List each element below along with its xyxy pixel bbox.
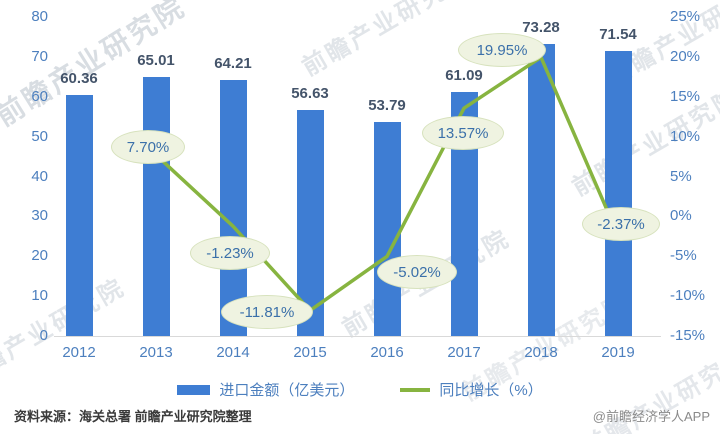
bar-value-label: 71.54 xyxy=(599,25,637,43)
right-axis-tick: 20% xyxy=(670,47,701,65)
bar-2013 xyxy=(142,76,170,336)
left-axis-tick: 30 xyxy=(31,207,48,225)
right-axis-tick: 0% xyxy=(670,207,692,225)
left-axis-tick: 10 xyxy=(31,287,48,305)
growth-point-label: 7.70% xyxy=(111,130,185,164)
bar-value-label: 60.36 xyxy=(60,70,98,88)
left-axis-tick: 50 xyxy=(31,127,48,145)
bar-value-label: 73.28 xyxy=(522,18,560,36)
right-axis-tick: -10% xyxy=(670,287,706,305)
line-series-swatch-icon xyxy=(400,387,431,392)
growth-point-label: -1.23% xyxy=(190,236,270,270)
bar-2018 xyxy=(527,43,555,336)
left-axis-tick: 40 xyxy=(31,167,48,185)
left-axis-tick: 0 xyxy=(39,327,48,344)
source-note: 资料来源：海关总署 前瞻产业研究院整理 xyxy=(14,409,252,424)
right-axis-tick: -15% xyxy=(670,327,706,344)
x-axis-label-2015: 2015 xyxy=(293,344,327,361)
x-axis-label-2019: 2019 xyxy=(601,344,635,361)
x-axis-label-2016: 2016 xyxy=(370,344,404,361)
bar-value-label: 65.01 xyxy=(137,51,175,69)
growth-point-label: 19.95% xyxy=(458,33,546,67)
legend-label-yoy-growth: 同比增长（%） xyxy=(439,382,543,399)
x-axis-label-2017: 2017 xyxy=(447,344,481,361)
legend: 进口金额（亿美元） 同比增长（%） xyxy=(0,379,720,400)
bar-2019 xyxy=(604,50,632,336)
right-axis-tick: 15% xyxy=(670,87,701,105)
credit-note: @前瞻经济学人APP xyxy=(592,409,710,424)
bar-series-swatch-icon xyxy=(177,384,211,395)
bar-value-label: 53.79 xyxy=(368,96,406,114)
growth-point-label: 13.57% xyxy=(422,116,504,150)
left-axis-tick: 20 xyxy=(31,247,48,265)
x-axis-label-2018: 2018 xyxy=(524,344,558,361)
x-axis-label-2012: 2012 xyxy=(62,344,96,361)
legend-label-import-amount: 进口金额（亿美元） xyxy=(219,382,355,399)
x-axis-label-2013: 2013 xyxy=(139,344,173,361)
right-axis-tick: 10% xyxy=(670,127,701,145)
growth-point-label: -5.02% xyxy=(377,255,457,289)
legend-item-yoy-growth: 同比增长（%） xyxy=(400,379,543,400)
bar-value-label: 64.21 xyxy=(214,54,252,72)
left-axis-tick: 60 xyxy=(31,87,48,105)
legend-item-import-amount: 进口金额（亿美元） xyxy=(177,379,354,400)
bar-value-label: 61.09 xyxy=(445,67,483,85)
right-axis-tick: -5% xyxy=(670,247,697,265)
bar-2016 xyxy=(373,121,401,336)
growth-point-label: -2.37% xyxy=(582,207,660,241)
bar-2012 xyxy=(65,95,93,336)
bar-value-label: 56.63 xyxy=(291,85,329,103)
x-axis-line xyxy=(54,336,661,337)
growth-point-label: -11.81% xyxy=(221,295,313,329)
left-axis-tick: 80 xyxy=(31,8,48,25)
right-axis-tick: 5% xyxy=(670,167,692,185)
left-axis-tick: 70 xyxy=(31,47,48,65)
right-axis-tick: 25% xyxy=(670,8,701,25)
x-axis-label-2014: 2014 xyxy=(216,344,250,361)
